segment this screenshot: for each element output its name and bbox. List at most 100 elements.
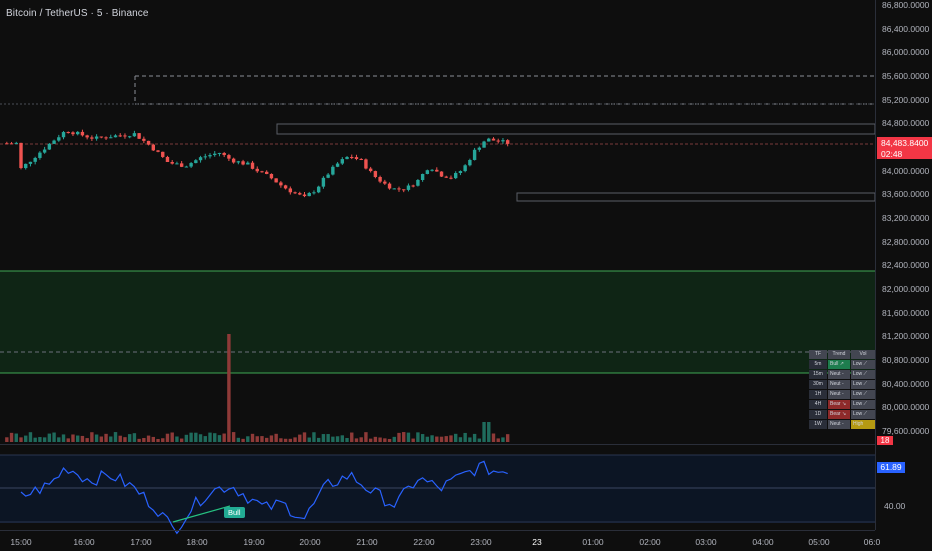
time-axis-label: 04:00 (752, 537, 774, 547)
volume-bar (331, 436, 335, 442)
mtf-trend: Bear ↘ (828, 400, 850, 409)
volume-bar (472, 433, 477, 442)
candle-body (213, 153, 217, 156)
candle-body (5, 143, 9, 145)
candlestick-series (5, 129, 510, 198)
volume-bar (156, 438, 160, 442)
volume-bar (321, 434, 326, 442)
volume-bar (458, 437, 463, 442)
mtf-trend: Neut - (828, 380, 850, 389)
volume-series (5, 334, 510, 442)
price-axis-label: 82,800.0000 (882, 236, 930, 247)
candle-body (430, 169, 434, 171)
candle-body (227, 155, 231, 159)
volume-rsi-separator[interactable] (0, 444, 875, 445)
volume-bar (345, 438, 349, 442)
time-axis-label: 16:00 (73, 537, 95, 547)
volume-bar (104, 433, 108, 442)
price-axis-label: 80,800.0000 (882, 355, 930, 365)
volume-bar (161, 438, 165, 442)
mtf-vol: Low ⟋ (851, 380, 875, 389)
volume-bar (444, 436, 448, 442)
price-axis-label: 79,600.0000 (882, 426, 930, 436)
mtf-vol: Low ⟋ (851, 410, 875, 419)
candle-body (298, 193, 302, 195)
volume-bar (368, 438, 373, 442)
volume-bar (283, 438, 288, 442)
symbol-title[interactable]: Bitcoin / TetherUS · 5 · Binance (6, 8, 149, 19)
candle-body (113, 135, 118, 138)
time-axis-label: 06:0 (863, 537, 881, 547)
candle-body (165, 156, 170, 162)
mtf-tf: 4H (809, 400, 827, 409)
candle-body (468, 159, 472, 166)
volume-bar (364, 432, 368, 442)
candle-body (61, 132, 66, 138)
mtf-header-tf: TF (809, 350, 827, 359)
candle-body (76, 131, 80, 135)
volume-bar (265, 437, 269, 442)
candle-body (411, 185, 415, 187)
candle-body (132, 133, 137, 137)
candle-body (354, 157, 359, 160)
candle-body (454, 173, 458, 179)
bull-divergence-line (172, 505, 231, 523)
candle-body (449, 177, 453, 179)
volume-bar (57, 437, 61, 442)
mtf-tf: 1H (809, 390, 827, 399)
volume-bar (132, 433, 137, 442)
volume-bar (137, 438, 141, 442)
volume-bar (487, 422, 491, 442)
volume-bar (236, 437, 241, 442)
candle-body (406, 185, 411, 190)
candle-body (47, 143, 52, 150)
candle-body (19, 142, 23, 169)
rsi-line (20, 460, 508, 535)
volume-bar (406, 432, 411, 442)
volume-bar (127, 434, 132, 442)
time-axis[interactable]: 15:00 16:00 17:00 18:00 19:00 20:00 21:00 22:00… (0, 530, 880, 551)
volume-bar (463, 432, 467, 442)
volume-bar (241, 438, 245, 442)
candle-body (505, 140, 510, 144)
price-axis-label: 84,000.0000 (882, 165, 930, 176)
candle-body (435, 169, 439, 172)
time-axis-label: 20:00 (299, 537, 321, 547)
time-axis-label: 23 (532, 537, 542, 547)
candle-body (38, 152, 42, 158)
demand-zone (0, 271, 875, 373)
candle-body (312, 192, 316, 194)
price-axis-label: 81,600.0000 (882, 307, 930, 318)
volume-bar (482, 422, 486, 442)
volume-bar (109, 436, 113, 442)
price-axis[interactable]: 86,800.0000 86,400.0000 86,000.0000 85,600.… (875, 0, 932, 530)
candle-body (123, 135, 127, 137)
supply-box-mid (276, 123, 876, 135)
volume-bar (203, 436, 207, 442)
rsi-axis-label: 40.00 (884, 501, 906, 511)
mtf-tf: 1W (809, 420, 827, 429)
volume-bar (217, 435, 222, 442)
candle-body (189, 163, 193, 167)
volume-bar (468, 437, 472, 442)
mtf-header-vol: Vol (851, 350, 875, 359)
time-axis-label: 22:00 (413, 537, 435, 547)
candle-body (402, 189, 406, 191)
price-axis-label: 86,400.0000 (882, 23, 930, 34)
mtf-tf: 5m (809, 360, 827, 369)
candle-body (345, 157, 349, 160)
volume-bar (151, 436, 155, 442)
candle-body (260, 171, 264, 173)
mtf-vol: Low ⟋ (851, 360, 875, 369)
candle-body (246, 162, 250, 165)
volume-bar (477, 438, 482, 442)
volume-bar (61, 434, 66, 442)
volume-bar (14, 433, 18, 442)
volume-bar (439, 436, 444, 442)
volume-bar (118, 435, 122, 442)
candle-body (302, 194, 307, 197)
candle-body (255, 168, 259, 172)
candle-body (24, 163, 28, 169)
